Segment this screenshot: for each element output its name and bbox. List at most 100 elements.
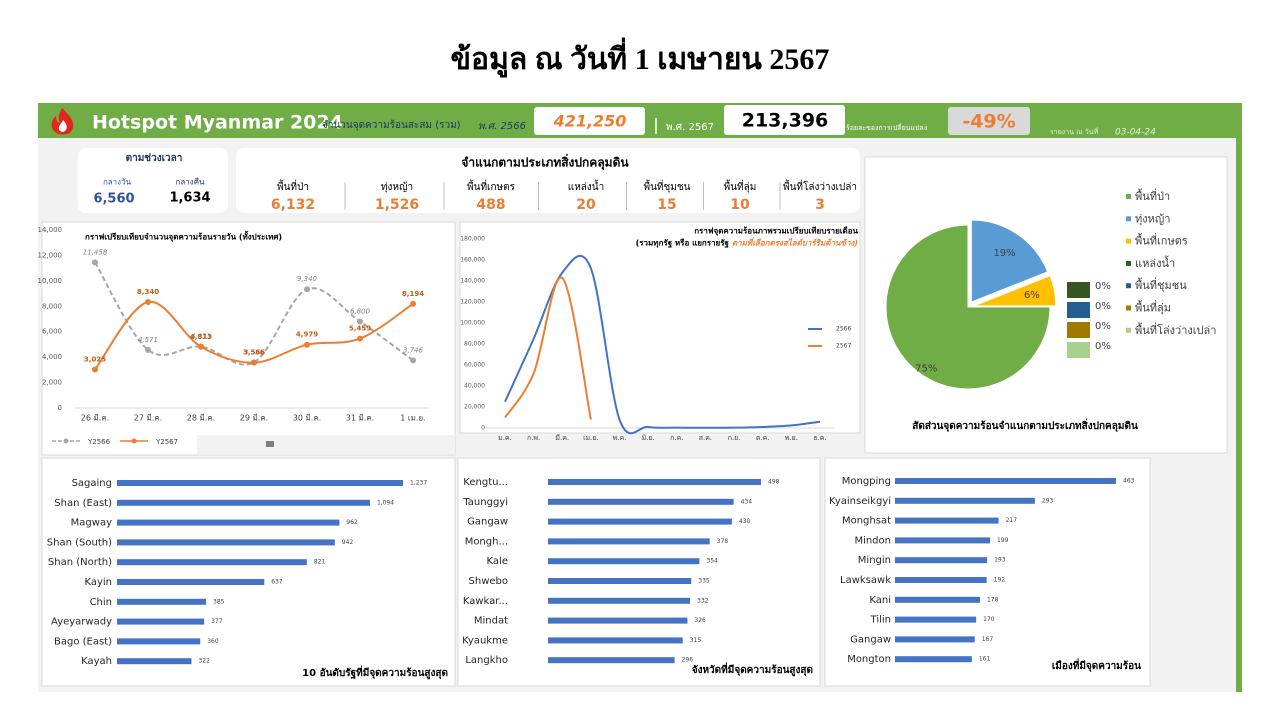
point [357,335,363,342]
data-label: 1,237 [410,480,427,487]
data-label: 6% [1024,290,1040,301]
y-tick-label: Mongping [842,476,891,487]
data-label: 199 [997,537,1009,544]
landcover-value: 6,132 [271,197,315,213]
y-tick-label: 0 [58,404,62,412]
data-label: 3,586 [244,348,265,356]
y-tick-label: Sagaing [72,478,112,489]
data-label: 0% [1095,301,1111,312]
y-tick-label: Taunggyi [462,497,508,508]
y-tick-label: Magway [71,518,112,529]
point [357,318,363,325]
y-tick-label: 10,000 [38,277,63,285]
bar [895,577,987,583]
data-label: 326 [694,617,706,624]
chart-title: สัดส่วนจุดความร้อนจำแนกตามประเภทสิ่งปกคล… [912,418,1138,432]
bar [548,479,761,485]
chart-title: จังหวัดที่มีจุดความร้อนสูงสุด [692,662,813,677]
bar [895,497,1035,504]
y-tick-label: Kayin [84,577,112,588]
data-label: 167 [982,636,994,643]
data-label: 4,979 [296,331,318,339]
label-box [1067,302,1090,318]
data-label: 0% [1095,281,1111,292]
data-label: 498 [768,479,780,486]
landcover-value: 3 [815,197,825,213]
landcover-value: 10 [730,197,750,213]
data-label: 8,340 [137,288,159,296]
data-label: 322 [198,658,210,665]
bar-card [824,457,1151,687]
landcover-label: พื้นที่ชุมชน [643,179,690,193]
data-label: 360 [207,638,219,645]
y-tick-label: Kengtu... [463,477,508,488]
data-label: 293 [1042,497,1054,504]
data-label: 434 [741,498,753,505]
scroll-bar [197,435,455,454]
landcover-value: 488 [476,197,505,213]
change-value: -49% [962,111,1015,133]
data-label: 335 [698,578,710,585]
time-label: กลางวัน [103,178,132,187]
bar [895,478,1116,484]
y-tick-label: Bago (East) [54,636,112,647]
bar [117,480,403,486]
y-tick-label: 100,000 [460,320,485,327]
label-box [1067,322,1090,338]
data-label: 6,800 [350,308,371,316]
x-tick-label: 28 มี.ค. [187,414,215,423]
y-tick-label: Shan (North) [48,557,112,568]
y-tick-label: Tilin [870,615,891,626]
data-label: 962 [346,519,358,526]
y-tick-label: 0 [481,425,485,432]
y-tick-label: 2,000 [42,379,62,387]
y-tick-label: Kyaukme [462,635,508,646]
y-tick-label: Shwebo [469,576,508,587]
y-tick-label: 40,000 [464,383,485,390]
y-tick-label: Gangaw [850,634,891,645]
report-date: 03-04-24 [1115,128,1156,138]
point [304,341,310,348]
cumulative-label: จำนวนจุดความร้อนสะสม (รวม) [322,119,461,131]
bar [117,559,307,566]
y-tick-label: 140,000 [460,278,485,285]
pie-slice [973,275,1057,307]
bar [895,636,975,643]
y-tick-label: Gangaw [467,517,508,528]
y-tick-label: Langkho [465,655,508,666]
y-tick-label: Kawkar... [463,596,508,607]
change-label: ร้อยละของการเปลี่ยนแปลง [846,123,927,132]
label-box [1067,282,1090,298]
landcover-label: พื้นที่ป่า [277,179,309,193]
data-label: 170 [983,616,995,623]
data-label: 821 [314,559,326,566]
landcover-value: 20 [576,197,596,213]
legend-label: พื้นที่โล่งว่างเปล่า [1135,322,1216,337]
x-tick-label: พ.ค. [613,434,627,442]
data-label: 637 [271,579,283,586]
y-tick-label: Chin [90,597,112,608]
bar [895,656,972,663]
point [92,366,98,373]
data-label: 19% [993,248,1015,259]
x-tick-label: 30 มี.ค. [293,414,321,423]
y-tick-label: Shan (South) [47,537,112,548]
y-tick-label: Kyainseikgyi [829,496,891,507]
legend-label: พื้นที่เกษตร [1135,233,1188,248]
legend-label: พื้นที่ลุ่ม [1135,300,1171,315]
data-label: 161 [979,656,991,663]
year-a-box [534,107,645,135]
landcover-value: 15 [657,197,676,213]
y-tick-label: 12,000 [38,251,63,259]
data-label: 296 [682,657,694,664]
legend-label: 2567 [836,343,851,350]
bar [548,518,732,525]
series-line [504,276,592,420]
chart-title: กราฟจุดความร้อนภาพรวมเปรียบเทียบรายเดือน [694,226,858,237]
data-label: 3,746 [403,346,424,354]
data-label: 315 [690,637,702,644]
time-value: 1,634 [169,191,210,206]
legend-label: พื้นที่ชุมชน [1135,277,1187,292]
data-label: 1,094 [377,499,394,506]
landcover-title: จำแนกตามประเภทสิ่งปกคลุมดิน [461,154,629,171]
